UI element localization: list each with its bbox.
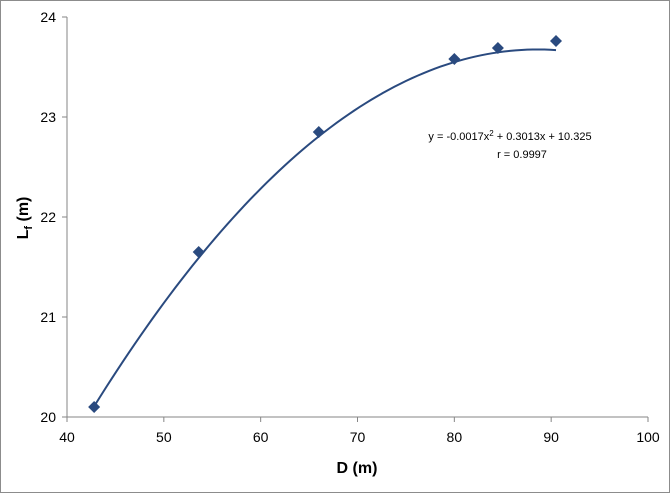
x-tick-label: 70 xyxy=(350,429,366,445)
x-tick-label: 50 xyxy=(156,429,172,445)
data-point xyxy=(192,246,205,258)
data-point xyxy=(312,126,325,138)
x-tick-label: 60 xyxy=(253,429,269,445)
data-point xyxy=(491,42,504,54)
data-point xyxy=(550,35,563,47)
tick-labels: 40 50 60 70 80 90 100 20 21 22 23 24 xyxy=(40,9,659,445)
y-tick-label: 23 xyxy=(40,109,56,125)
axes xyxy=(62,16,649,422)
x-axis-label: D (m) xyxy=(337,460,378,477)
trendline-equation: y = -0.0017x2 + 0.3013x + 10.325 xyxy=(428,129,591,143)
y-tick-label: 22 xyxy=(40,209,56,225)
x-tick-label: 100 xyxy=(636,429,660,445)
data-point xyxy=(448,53,461,65)
data-point xyxy=(88,401,101,413)
correlation-label: r = 0.9997 xyxy=(497,149,547,161)
x-tick-label: 90 xyxy=(543,429,559,445)
y-tick-label: 24 xyxy=(40,9,56,25)
trendline xyxy=(93,48,557,407)
y-tick-label: 21 xyxy=(40,309,56,325)
y-axis-label: Lf (m) xyxy=(15,197,35,240)
x-tick-label: 40 xyxy=(59,429,75,445)
data-points xyxy=(88,35,563,413)
x-tick-label: 80 xyxy=(447,429,463,445)
y-tick-label: 20 xyxy=(40,409,56,425)
